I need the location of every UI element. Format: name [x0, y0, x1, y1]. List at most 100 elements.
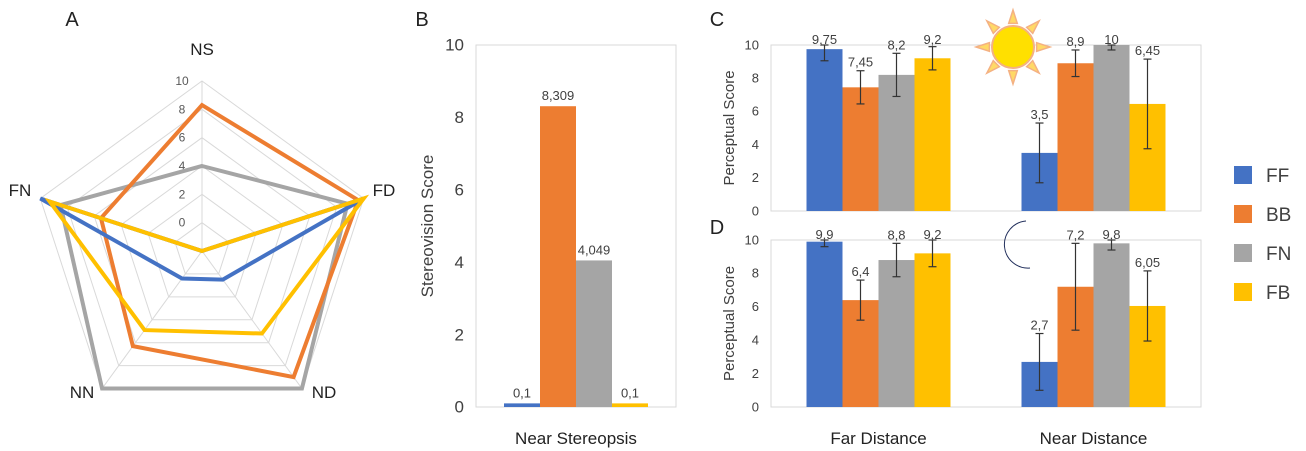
- data-label-d: 8,8: [887, 227, 905, 242]
- radar-grid-ring: [174, 222, 230, 275]
- error-bar-d-ff-1: [1035, 332, 1044, 391]
- radar-axis-label-nn: NN: [70, 383, 95, 402]
- legend-swatch-fb: [1234, 283, 1252, 301]
- sun-ray: [1007, 69, 1019, 87]
- radar-series-fn: [58, 163, 350, 391]
- panel-letter-a: A: [65, 9, 79, 31]
- error-bar-d-ff-0: [820, 239, 829, 248]
- bar-b-fn-0: [576, 260, 612, 407]
- bar-c-bb-0: [842, 87, 879, 211]
- y-tick-label-b: 10: [445, 36, 464, 55]
- data-label-d: 6,4: [851, 264, 869, 279]
- data-label-d: 2,7: [1030, 318, 1048, 333]
- radar-axis-label-fd: FD: [373, 181, 396, 200]
- y-tick-label-c: 6: [752, 104, 759, 119]
- radar-tick-label: 4: [179, 159, 186, 173]
- data-label-d: 9,8: [1102, 227, 1120, 242]
- sun-ray: [1025, 59, 1041, 75]
- radar-series-bb: [98, 102, 361, 380]
- data-label-c: 8,2: [887, 37, 905, 52]
- sun-ray: [985, 59, 1001, 75]
- error-bar-c-fn-0: [892, 52, 901, 98]
- legend-label-fn: FN: [1266, 244, 1291, 265]
- radar-spoke: [201, 250, 303, 389]
- legend: [1234, 166, 1252, 301]
- y-tick-label-d: 10: [745, 232, 759, 247]
- bar-c-fb-0: [914, 58, 951, 211]
- radar-axis-label-ns: NS: [190, 40, 214, 59]
- y-axis-label-d: Perceptual Score: [721, 266, 738, 381]
- y-tick-label-d: 8: [752, 266, 759, 281]
- y-tick-label-d: 4: [752, 333, 759, 348]
- radar-tick-label: 2: [179, 187, 186, 201]
- bar-d-fn-0: [878, 260, 915, 407]
- data-label-b: 4,049: [578, 242, 611, 257]
- category-label-b: Near Stereopsis: [515, 429, 637, 448]
- error-bar-d-fb-0: [928, 239, 937, 268]
- y-axis-label-c: Perceptual Score: [721, 70, 738, 185]
- data-label-c: 9,2: [923, 32, 941, 47]
- bar-b-bb-0: [540, 106, 576, 407]
- y-tick-label-b: 4: [455, 253, 464, 272]
- plot-area-d: [770, 239, 1202, 408]
- bar-c-fn-1: [1093, 45, 1130, 211]
- y-tick-label-b: 6: [455, 180, 464, 199]
- data-label-c: 3,5: [1030, 107, 1048, 122]
- data-label-c: 8,9: [1066, 34, 1084, 49]
- radar-tick-label: 6: [179, 131, 186, 145]
- sun-ray: [985, 19, 1001, 35]
- y-tick-label-c: 0: [752, 203, 759, 218]
- sun-ray: [973, 41, 991, 53]
- y-tick-label-d: 6: [752, 299, 759, 314]
- data-label-b: 0,1: [513, 385, 531, 400]
- bar-c-ff-0: [806, 49, 843, 212]
- data-label-c: 6,45: [1135, 43, 1160, 58]
- y-tick-label-b: 0: [455, 398, 464, 417]
- panel-letter-d: D: [710, 217, 724, 239]
- radar-tick-label: 10: [175, 74, 189, 88]
- error-bar-d-fn-0: [892, 242, 901, 278]
- y-tick-label-d: 2: [752, 366, 759, 381]
- error-bar-d-bb-1: [1071, 242, 1080, 331]
- bar-d-fn-1: [1093, 243, 1130, 407]
- y-tick-label-d: 0: [752, 399, 759, 414]
- radar-axis-label-fn: FN: [9, 181, 32, 200]
- data-label-c: 10: [1104, 32, 1118, 47]
- data-label-d: 6,05: [1135, 255, 1160, 270]
- data-label-d: 7,2: [1066, 227, 1084, 242]
- data-label-b: 8,309: [542, 88, 575, 103]
- data-label-d: 9,2: [923, 227, 941, 242]
- error-bar-d-bb-0: [856, 279, 865, 321]
- legend-swatch-bb: [1234, 205, 1252, 223]
- sun-ray: [1035, 41, 1053, 53]
- legend-swatch-ff: [1234, 166, 1252, 184]
- y-tick-label-b: 8: [455, 108, 464, 127]
- error-bar-c-fb-0: [928, 46, 937, 71]
- error-bar-d-fb-1: [1143, 270, 1152, 342]
- error-bar-c-ff-1: [1035, 122, 1044, 184]
- legend-label-bb: BB: [1266, 205, 1291, 226]
- bar-b-fb-0: [612, 403, 648, 407]
- data-label-c: 7,45: [848, 55, 873, 70]
- radar-series-fb: [44, 194, 370, 336]
- moon-shape: [1003, 220, 1031, 269]
- y-tick-label-c: 10: [745, 37, 759, 52]
- radar-tick-label: 0: [179, 216, 186, 230]
- sun-icon: [973, 7, 1053, 87]
- sun-ray: [1007, 7, 1019, 25]
- radar-tick-label: 8: [179, 102, 186, 116]
- category-label-d: Near Distance: [1040, 429, 1148, 448]
- legend-swatch-fn: [1234, 244, 1252, 262]
- crescent-moon-icon: [1003, 220, 1031, 269]
- panel-letter-c: C: [710, 9, 724, 31]
- y-tick-label-c: 2: [752, 170, 759, 185]
- bar-c-bb-1: [1057, 63, 1094, 212]
- error-bar-c-bb-1: [1071, 49, 1080, 78]
- bar-c-fn-0: [878, 74, 915, 211]
- bar-d-ff-0: [806, 241, 843, 407]
- panel-letter-b: B: [415, 9, 428, 31]
- radar-grid-ring: [66, 108, 338, 367]
- sun-disc: [991, 25, 1035, 69]
- radar-grid-ring: [120, 165, 284, 321]
